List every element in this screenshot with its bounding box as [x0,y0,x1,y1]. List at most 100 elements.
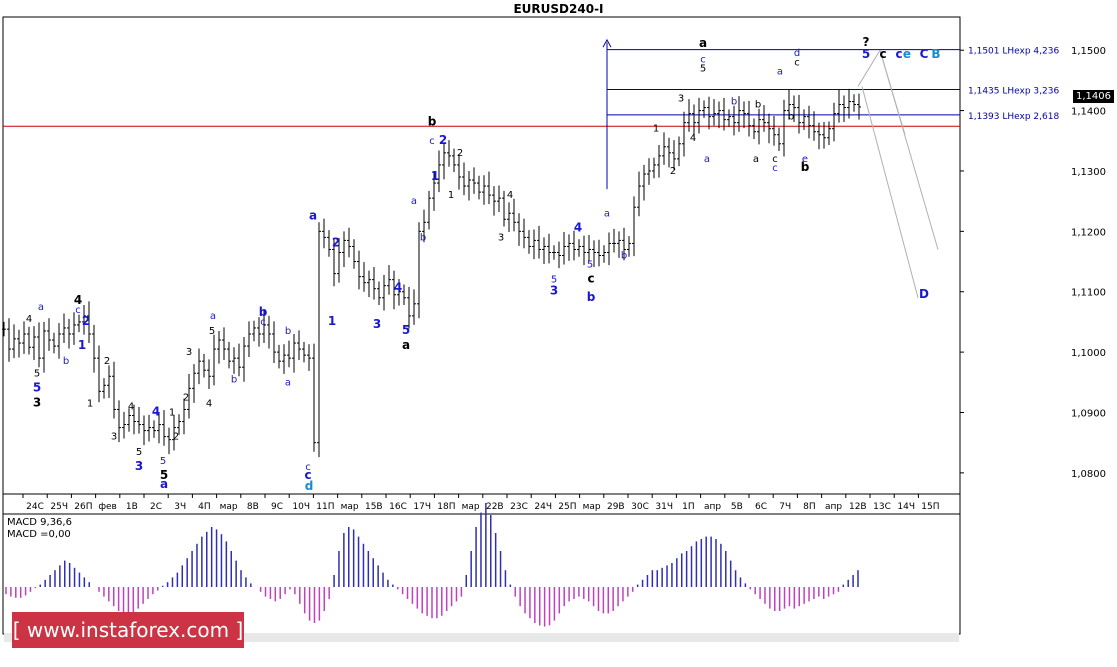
wave-label: a [704,154,710,165]
wave-label: 1 [653,124,659,135]
wave-label: 4 [394,281,402,295]
wave-label: a [160,477,168,491]
wave-label: a [753,154,759,165]
y-tick-label: 1,1000 [1071,348,1106,359]
wave-label: 1 [448,190,454,201]
macd-legend: MACD 9,36,6 MACD =0,00 [7,517,72,541]
wave-label: 3 [135,459,143,473]
wave-label: 4 [206,398,212,409]
x-tick-label: 11П [316,502,334,512]
wave-label: 5 [587,260,593,271]
wave-label: 4 [690,133,696,144]
x-tick-label: 16С [389,502,407,512]
x-tick-label: 24Ч [534,502,552,512]
wave-label: 5 [34,368,40,379]
wave-label: 3 [33,395,41,409]
arrow-head [602,38,612,48]
wave-label: 4 [74,293,82,307]
x-tick-label: мар [462,502,480,512]
x-tick-label: 7Ч [779,502,791,512]
wave-label: 3 [498,232,504,243]
y-tick-label: 1,1100 [1071,288,1106,299]
wave-label: b [788,112,794,123]
x-tick-label: 2С [150,502,162,512]
x-tick-label: апр [704,502,721,512]
wave-label: 5 [209,326,215,337]
x-tick-label: 6С [755,502,767,512]
macd-value-label: MACD =0,00 [7,529,71,540]
wave-label: b [420,232,426,243]
wave-label: 1 [78,338,86,352]
wave-label: 3 [678,94,684,105]
x-tick-label: 13С [873,502,891,512]
wave-label: 1 [431,169,439,183]
x-tick-label: фев [98,502,117,512]
wave-label: a [777,66,783,77]
x-tick-label: 3Ч [174,502,186,512]
wave-label: a [411,196,417,207]
x-tick-label: 23С [510,502,528,512]
wave-label: 2 [173,432,179,443]
x-tick-label: 9С [271,502,283,512]
wave-label: 5 [700,63,706,74]
wave-label: 4 [574,220,582,234]
wave-label: c [895,47,902,61]
x-tick-label: 8В [247,502,259,512]
x-tick-label: 1П [682,502,695,512]
wave-label: C [920,47,929,61]
wave-label: c [587,272,594,286]
y-tick-label: 1,1300 [1071,167,1106,178]
wave-label: 4 [507,190,513,201]
wave-label: 4 [152,405,160,419]
wave-label: b [259,305,268,319]
wave-label: 5 [160,468,168,482]
y-tick-label: 1,1400 [1071,107,1106,118]
wave-label: d [305,479,314,493]
wave-label: 3 [111,432,117,443]
x-tick-label: 24С [26,502,44,512]
wave-label: b [231,374,237,385]
wave-label: a [285,377,291,388]
wave-label: 3 [186,347,192,358]
wave-label: c [75,305,81,316]
y-tick-label: 1,1500 [1071,46,1106,57]
x-tick-label: 12В [849,502,867,512]
wave-label: 5 [551,275,557,286]
wave-label: 5 [160,456,166,467]
current-price-tag: 1,1406 [1073,90,1114,103]
wave-label: c [304,468,311,482]
x-tick-label: 17Ч [413,502,431,512]
wave-label: c [429,136,435,147]
wave-label: b [731,97,737,108]
x-tick-label: 18П [437,502,455,512]
wave-label: 2 [457,148,463,159]
wave-label: D [919,287,929,301]
wave-label: a [210,311,216,322]
wave-label: 2 [183,392,189,403]
wave-label: c [260,317,266,328]
wave-label: 1 [169,408,175,419]
wave-label: c [700,54,706,65]
wave-label: 2 [82,314,90,328]
wave-label: 5 [33,380,41,394]
wave-label: 2 [332,235,340,249]
x-tick-label: 26П [74,502,92,512]
wave-label: b [285,326,291,337]
wave-label: ? [863,35,870,49]
wave-label: 2 [670,166,676,177]
wave-label: 5 [402,323,410,337]
x-tick-label: мар [341,502,359,512]
wave-label: 3 [550,284,558,298]
wave-label: 1 [87,398,93,409]
projection-line [879,50,906,135]
wave-label: B [931,47,940,61]
wave-label: c [879,47,886,61]
wave-label: b [63,356,69,367]
watermark-banner: [ www.instaforex.com ] [12,612,244,648]
y-tick-label: 1,0900 [1071,408,1106,419]
wave-label: a [699,36,707,50]
chart-title: EURUSD240-I [513,2,604,16]
x-tick-label: 30С [631,502,649,512]
wave-label: e [802,154,808,165]
